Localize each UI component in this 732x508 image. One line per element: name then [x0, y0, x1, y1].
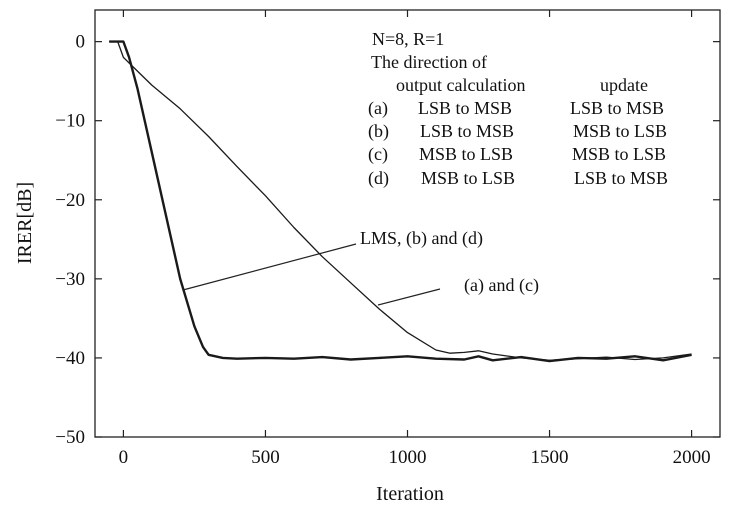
row-c-label: (c): [368, 144, 388, 165]
series-layer: [109, 40, 692, 363]
row-c-output: MSB to LSB: [419, 144, 513, 164]
params-label: N=8, R=1: [372, 29, 444, 49]
row-d-label: (d): [368, 168, 389, 189]
header-output: output calculation: [396, 75, 525, 95]
callout-fast-leader: [182, 243, 357, 291]
row-d-output: MSB to LSB: [421, 168, 515, 188]
direction-title: The direction of: [371, 52, 487, 72]
y-tick-label: −50: [55, 427, 85, 448]
x-tick-label: 0: [119, 447, 129, 468]
series-line-2: [109, 40, 692, 361]
x-tick-label: 2000: [673, 447, 711, 468]
y-tick-label: −20: [55, 190, 85, 211]
y-tick-label: −40: [55, 348, 85, 369]
row-a-update: LSB to MSB: [570, 98, 664, 118]
header-update: update: [600, 75, 648, 95]
y-tick-label: −10: [55, 111, 85, 132]
x-ticks: 0 500 1000 1500 2000: [119, 10, 711, 468]
row-a-output: LSB to MSB: [418, 98, 512, 118]
legend-block: N=8, R=1 The direction of output calcula…: [368, 29, 668, 189]
row-d-update: LSB to MSB: [574, 168, 668, 188]
x-axis-label: Iteration: [376, 483, 444, 505]
row-b-output: LSB to MSB: [420, 121, 514, 141]
x-tick-label: 1500: [531, 447, 569, 468]
row-b-label: (b): [368, 121, 389, 142]
y-axis-label: IRER[dB]: [14, 182, 36, 264]
x-tick-label: 500: [251, 447, 280, 468]
callout-fast-label: LMS, (b) and (d): [360, 228, 483, 249]
row-c-update: MSB to LSB: [572, 144, 666, 164]
y-tick-label: −30: [55, 269, 85, 290]
row-a-label: (a): [368, 98, 388, 119]
callout-slow-leader: [377, 288, 441, 306]
y-ticks: 0 −10 −20 −30 −40 −50: [55, 32, 720, 448]
callout-slow-label: (a) and (c): [464, 275, 539, 296]
x-tick-label: 1000: [389, 447, 427, 468]
y-tick-label: 0: [76, 32, 86, 53]
row-b-update: MSB to LSB: [573, 121, 667, 141]
